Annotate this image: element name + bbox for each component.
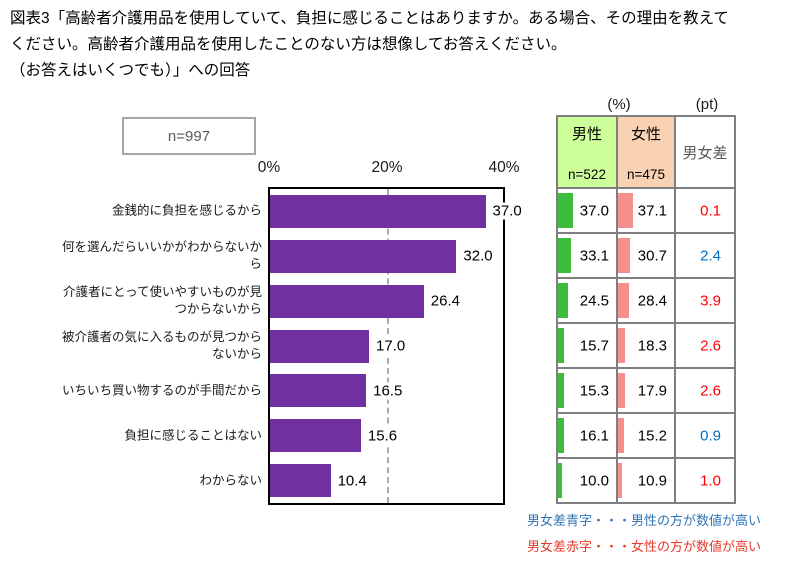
- category-label: 何を選んだらいいかがわからないから: [61, 240, 262, 272]
- bar-value-label: 37.0: [490, 202, 524, 220]
- note-male-higher: 男女差青字・・・男性の方が数値が高い: [527, 513, 762, 528]
- table-row: 37.0 37.1 0.1: [556, 187, 736, 234]
- note-female-higher: 男女差赤字・・・女性の方が数値が高い: [527, 539, 762, 554]
- female-value: 17.9: [637, 382, 667, 399]
- diff-column-header: 男女差: [674, 115, 736, 189]
- male-mini-bar: [558, 463, 562, 498]
- category-label: 負担に感じることはない: [124, 428, 262, 443]
- bar: [270, 284, 424, 318]
- bar: [270, 464, 331, 498]
- male-value: 24.5: [579, 292, 609, 309]
- bar-value-label: 32.0: [461, 247, 495, 265]
- bar-chart-plot: [268, 187, 505, 505]
- bar: [270, 195, 486, 228]
- title-line-3: （お答えはいくつでも）」への回答: [10, 62, 251, 79]
- male-mini-bar: [558, 238, 572, 273]
- male-mini-bar: [558, 193, 573, 228]
- sample-size-box: n=997: [122, 117, 256, 155]
- table-header-row: 男性 n=522 女性 n=475 男女差: [556, 115, 736, 189]
- male-value: 16.1: [579, 427, 609, 444]
- bar-value-label: 15.6: [365, 427, 400, 445]
- x-axis-tick-20: 20%: [371, 159, 403, 176]
- x-axis-tick-0: 0%: [257, 159, 281, 176]
- female-column-header: 女性 n=475: [616, 115, 676, 189]
- category-label: 介護者にとって使いやすいものが見つからないから: [62, 285, 262, 317]
- female-value: 18.3: [637, 337, 667, 354]
- female-mini-bar: [618, 463, 623, 498]
- table-row: 15.3 17.9 2.6: [556, 367, 736, 414]
- bar: [270, 239, 457, 273]
- bar: [270, 374, 367, 408]
- female-value: 37.1: [637, 202, 667, 219]
- category-label: いちいち買い物するのが手間だから: [61, 383, 262, 398]
- bar-value-label: 17.0: [374, 337, 408, 355]
- female-mini-bar: [618, 418, 625, 453]
- female-mini-bar: [618, 238, 631, 273]
- female-value: 30.7: [637, 247, 667, 264]
- table-row: 24.5 28.4 3.9: [556, 277, 736, 324]
- bar-value-label: 10.4: [335, 472, 369, 490]
- male-mini-bar: [558, 418, 565, 453]
- diff-value: 2.6: [700, 337, 721, 354]
- title-line-1: 図表3「高齢者介護用品を使用していて、負担に感じることはありますか。ある場合、そ…: [10, 10, 729, 27]
- female-label: 女性: [630, 126, 661, 143]
- figure-title: 図表3「高齢者介護用品を使用していて、負担に感じることはありますか。ある場合、そ…: [10, 6, 800, 84]
- female-mini-bar: [618, 193, 633, 228]
- female-n: n=475: [627, 167, 665, 182]
- diff-value: 1.0: [700, 472, 721, 489]
- bar: [270, 419, 361, 453]
- male-value: 33.1: [579, 247, 609, 264]
- male-label: 男性: [571, 126, 602, 143]
- category-label: 被介護者の気に入るものが見つからないから: [61, 329, 262, 361]
- bar: [270, 329, 370, 363]
- diff-value: 2.4: [700, 247, 721, 264]
- male-value: 37.0: [579, 202, 609, 219]
- x-axis-tick-40: 40%: [488, 159, 520, 176]
- table-row: 15.7 18.3 2.6: [556, 322, 736, 369]
- bar-value-label: 26.4: [428, 292, 462, 310]
- diff-value: 2.6: [700, 382, 721, 399]
- diff-value: 0.1: [700, 202, 721, 219]
- male-n: n=522: [568, 167, 606, 182]
- diff-value: 3.9: [700, 292, 721, 309]
- point-unit-label: (pt): [695, 96, 719, 113]
- male-value: 15.7: [579, 337, 609, 354]
- female-value: 10.9: [637, 472, 667, 489]
- percent-unit-label: (%): [607, 96, 631, 113]
- diff-label: 男女差: [682, 145, 728, 162]
- male-column-header: 男性 n=522: [556, 115, 618, 189]
- female-mini-bar: [618, 373, 626, 408]
- male-mini-bar: [558, 373, 565, 408]
- male-mini-bar: [558, 328, 565, 363]
- female-value: 28.4: [637, 292, 667, 309]
- male-value: 15.3: [579, 382, 609, 399]
- title-line-2: ください。高齢者介護用品を使用したことのない方は想像してお答えください。: [10, 36, 567, 53]
- male-value: 10.0: [579, 472, 609, 489]
- female-value: 15.2: [637, 427, 667, 444]
- diff-value: 0.9: [700, 427, 721, 444]
- female-mini-bar: [618, 283, 630, 318]
- gender-comparison-table: 男性 n=522 女性 n=475 男女差 37.0 37.1 0.1: [556, 115, 736, 504]
- table-row: 10.0 10.9 1.0: [556, 457, 736, 504]
- male-mini-bar: [558, 283, 568, 318]
- female-mini-bar: [618, 328, 626, 363]
- bar-value-label: 16.5: [371, 382, 405, 400]
- table-row: 16.1 15.2 0.9: [556, 412, 736, 459]
- table-row: 33.1 30.7 2.4: [556, 232, 736, 279]
- category-label: わからない: [199, 473, 262, 488]
- category-label: 金銭的に負担を感じるから: [111, 203, 262, 218]
